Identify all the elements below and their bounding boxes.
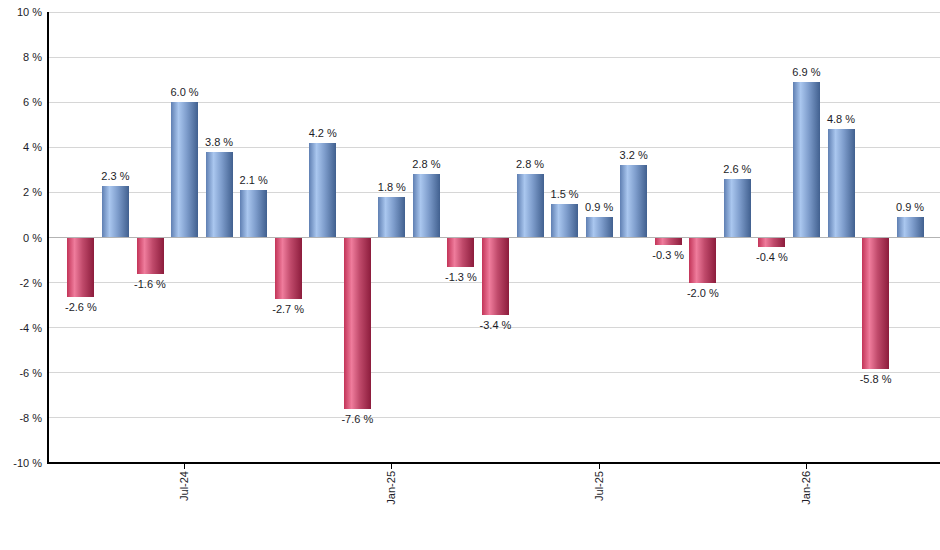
bar-value-label: -0.4 % <box>740 250 804 264</box>
bar-value-label: 1.5 % <box>533 187 597 201</box>
x-tick <box>806 464 807 469</box>
monthly-returns-bar-chart: 10 % 8 % 6 % 4 % 2 % 0 % -2 % -4 % -6 % -8 % -10 %… <box>0 0 940 550</box>
bar-positive <box>793 82 820 238</box>
bar-negative <box>67 238 94 297</box>
bar-positive <box>897 217 924 237</box>
y-tick-label: 0 % <box>0 231 42 245</box>
x-tick-label: Jul-24 <box>178 471 190 501</box>
y-axis-line <box>47 12 49 464</box>
bar-value-label: 2.8 % <box>394 157 458 171</box>
bar-positive <box>206 152 233 238</box>
bar-value-label: -2.0 % <box>671 286 735 300</box>
bar-negative <box>758 238 785 247</box>
y-tick-label: -8 % <box>0 411 42 425</box>
y-tick-label: -10 % <box>0 456 42 470</box>
x-tick <box>184 464 185 469</box>
bar-value-label: 6.0 % <box>153 85 217 99</box>
y-tick-label: -6 % <box>0 366 42 380</box>
bar-value-label: -5.8 % <box>844 372 908 386</box>
x-tick-label: Jan-26 <box>800 471 812 505</box>
bar-value-label: 2.3 % <box>83 169 147 183</box>
bar-value-label: 0.9 % <box>878 200 940 214</box>
bar-positive <box>240 190 267 237</box>
bar-negative <box>447 238 474 267</box>
bar-negative <box>482 238 509 315</box>
bar-value-label: -7.6 % <box>325 412 389 426</box>
gridline <box>49 12 940 13</box>
bar-value-label: -3.4 % <box>464 318 528 332</box>
x-tick <box>599 464 600 469</box>
x-tick-label: Jan-25 <box>385 471 397 505</box>
y-tick-label: 2 % <box>0 185 42 199</box>
y-tick-label: 8 % <box>0 50 42 64</box>
y-tick-label: 10 % <box>0 5 42 19</box>
bar-negative <box>862 238 889 369</box>
bar-positive <box>413 174 440 237</box>
gridline <box>49 57 940 58</box>
gridline <box>49 372 940 373</box>
bar-value-label: 3.8 % <box>187 135 251 149</box>
bar-value-label: -2.6 % <box>49 300 113 314</box>
bar-positive <box>171 102 198 237</box>
bar-value-label: 4.8 % <box>809 112 873 126</box>
bar-value-label: 6.9 % <box>774 65 838 79</box>
bar-positive <box>378 197 405 238</box>
bar-value-label: 2.6 % <box>705 162 769 176</box>
y-tick-label: -4 % <box>0 321 42 335</box>
bar-positive <box>620 165 647 237</box>
bar-negative <box>689 238 716 283</box>
bar-value-label: 3.2 % <box>602 148 666 162</box>
x-tick-label: Jul-25 <box>593 471 605 501</box>
bar-negative <box>344 238 371 409</box>
bar-value-label: 2.8 % <box>498 157 562 171</box>
bar-positive <box>102 186 129 238</box>
bar-value-label: 2.1 % <box>222 173 286 187</box>
bar-value-label: -2.7 % <box>256 302 320 316</box>
y-tick-label: 6 % <box>0 95 42 109</box>
bar-positive <box>586 217 613 237</box>
y-tick-label: 4 % <box>0 140 42 154</box>
gridline <box>49 417 940 418</box>
bar-value-label: -1.6 % <box>118 277 182 291</box>
bar-positive <box>724 179 751 238</box>
bar-value-label: 4.2 % <box>291 126 355 140</box>
bar-negative <box>655 238 682 245</box>
bar-positive <box>828 129 855 237</box>
bar-positive <box>309 143 336 238</box>
x-tick <box>391 464 392 469</box>
bar-negative <box>275 238 302 299</box>
y-tick-label: -2 % <box>0 276 42 290</box>
bar-negative <box>137 238 164 274</box>
bar-positive <box>517 174 544 237</box>
